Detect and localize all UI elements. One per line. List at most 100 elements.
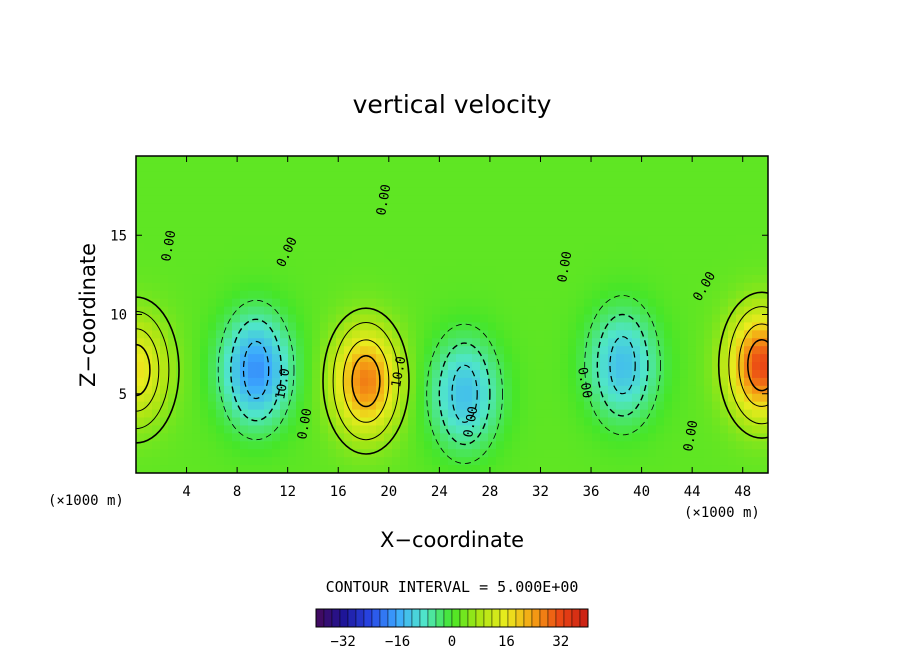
field-cell xyxy=(720,171,729,181)
field-cell xyxy=(432,290,441,300)
field-cell xyxy=(184,425,193,434)
field-cell xyxy=(352,409,361,419)
field-cell xyxy=(664,354,673,363)
field-cell xyxy=(320,322,329,331)
field-cell xyxy=(336,187,345,197)
field-cell xyxy=(224,346,233,355)
field-cell xyxy=(224,243,233,252)
field-cell xyxy=(408,282,417,292)
field-cell xyxy=(592,290,601,300)
field-cell xyxy=(176,259,185,268)
field-cell xyxy=(560,219,569,228)
field-cell xyxy=(744,449,753,458)
field-cell xyxy=(296,227,305,236)
field-cell xyxy=(688,433,697,442)
field-cell xyxy=(400,211,409,220)
field-cell xyxy=(368,465,377,473)
field-cell xyxy=(600,251,609,260)
field-cell xyxy=(632,306,641,316)
field-cell xyxy=(272,346,281,355)
field-cell xyxy=(688,163,697,173)
field-cell xyxy=(696,219,705,228)
field-cell xyxy=(408,362,417,371)
field-cell xyxy=(312,354,321,363)
field-cell xyxy=(304,369,313,379)
field-cell xyxy=(720,369,729,379)
field-cell xyxy=(392,306,401,316)
field-cell xyxy=(616,251,625,260)
field-cell xyxy=(664,465,673,473)
field-cell xyxy=(160,425,169,434)
field-cell xyxy=(328,401,337,411)
field-cell xyxy=(496,290,505,300)
contour-line xyxy=(426,323,503,464)
field-cell xyxy=(592,409,601,419)
field-cell xyxy=(648,187,657,197)
field-cell xyxy=(504,298,513,308)
field-cell xyxy=(656,322,665,331)
field-cell xyxy=(480,346,489,355)
field-cell xyxy=(152,259,161,268)
field-cell xyxy=(192,219,201,228)
x-tick-label: 24 xyxy=(431,484,448,500)
field-cell xyxy=(480,282,489,292)
field-cell xyxy=(248,298,257,308)
field-cell xyxy=(720,465,729,473)
field-cell xyxy=(744,425,753,434)
field-cell xyxy=(352,338,361,347)
field-cell xyxy=(288,274,297,284)
field-cell xyxy=(272,251,281,260)
field-cell xyxy=(696,156,705,165)
field-cell xyxy=(744,338,753,347)
field-cell xyxy=(312,187,321,197)
field-cell xyxy=(648,377,657,387)
field-cell xyxy=(488,171,497,181)
field-cell xyxy=(168,385,177,395)
field-cell xyxy=(424,354,433,363)
field-cell xyxy=(264,306,273,316)
field-cell xyxy=(168,338,177,347)
field-cell xyxy=(592,369,601,379)
field-cell xyxy=(256,314,265,324)
field-cell xyxy=(552,346,561,355)
field-cell xyxy=(336,425,345,434)
contour-line xyxy=(584,295,661,436)
field-cell xyxy=(184,243,193,252)
field-cell xyxy=(472,235,481,244)
field-cell xyxy=(696,163,705,173)
field-cell xyxy=(656,449,665,458)
field-cell xyxy=(456,377,465,387)
field-cell xyxy=(560,290,569,300)
field-cell xyxy=(728,354,737,363)
field-cell xyxy=(728,338,737,347)
field-cell xyxy=(488,235,497,244)
field-cell xyxy=(312,274,321,284)
field-cell xyxy=(632,179,641,189)
field-cell xyxy=(640,195,649,205)
field-cell xyxy=(376,306,385,316)
field-cell xyxy=(592,401,601,411)
field-cell xyxy=(472,306,481,316)
field-cell xyxy=(280,362,289,371)
field-cell xyxy=(264,401,273,411)
field-cell xyxy=(472,465,481,473)
field-cell xyxy=(216,282,225,292)
field-cell xyxy=(544,401,553,411)
field-cell xyxy=(416,179,425,189)
field-cell xyxy=(160,235,169,244)
field-cell xyxy=(464,330,473,339)
field-cell xyxy=(592,298,601,308)
field-cell xyxy=(216,179,225,189)
x-tick-label: 8 xyxy=(233,484,241,500)
field-cell xyxy=(368,156,377,165)
field-cell xyxy=(352,330,361,339)
field-cell xyxy=(704,314,713,324)
field-cell xyxy=(544,354,553,363)
field-cell xyxy=(384,171,393,181)
field-cell xyxy=(656,227,665,236)
field-cell xyxy=(528,385,537,395)
field-cell xyxy=(568,417,577,427)
field-cell xyxy=(432,441,441,450)
field-cell xyxy=(352,425,361,434)
field-cell xyxy=(664,156,673,165)
